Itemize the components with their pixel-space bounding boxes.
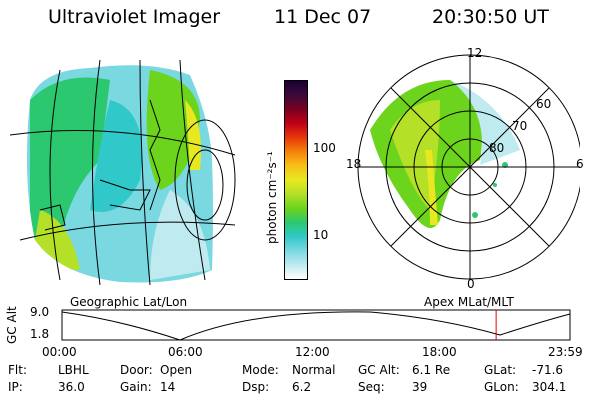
apex-mlat-tick-70: 70 [512, 119, 528, 133]
geographic-label: Geographic Lat/Lon [70, 295, 188, 309]
time-tick-23: 23:59 [548, 345, 583, 359]
info-value: 39 [412, 380, 428, 394]
info-value: 6.2 [292, 380, 312, 394]
time-tick-6: 06:00 [168, 345, 203, 359]
date-label: 11 Dec 07 [274, 6, 372, 28]
apex-mlt-tick-0: 0 [467, 277, 475, 291]
colorbar-tick-10: 10 [313, 228, 329, 242]
apex-mlt-tick-18: 18 [346, 157, 362, 171]
info-key: GLon: [484, 380, 519, 394]
geographic-image [9, 59, 236, 286]
info-key: Mode: [242, 363, 279, 377]
apex-mlat-tick-80: 80 [489, 141, 505, 155]
alt-tick-1.8: 1.8 [30, 327, 50, 341]
instrument-title: Ultraviolet Imager [48, 6, 221, 28]
info-key: Door: [120, 363, 153, 377]
apex-label: Apex MLat/MLT [424, 295, 514, 309]
info-value: 6.1 Re [412, 363, 451, 377]
info-key: Dsp: [242, 380, 270, 394]
alt-tick-9: 9.0 [30, 305, 50, 319]
info-key: Gain: [120, 380, 152, 394]
colorbar-tick-100: 100 [313, 141, 336, 155]
time-tick-18: 18:00 [422, 345, 457, 359]
info-value: 304.1 [532, 380, 567, 394]
info-value: 14 [160, 380, 176, 394]
time-label: 20:30:50 UT [432, 6, 549, 28]
info-key: IP: [8, 380, 23, 394]
apex-mlt-tick-6: 6 [576, 157, 584, 171]
altitude-timeline [61, 309, 571, 341]
colorbar [284, 80, 308, 280]
info-value: Normal [292, 363, 336, 377]
apex-polar-image [357, 54, 580, 280]
apex-mlat-tick-60: 60 [536, 97, 552, 111]
time-tick-0: 00:00 [42, 345, 77, 359]
info-key: GC Alt: [358, 363, 400, 377]
info-value: -71.6 [532, 363, 564, 377]
alt-axis-label: GC Alt [5, 306, 19, 344]
info-key: Flt: [8, 363, 27, 377]
info-value: Open [160, 363, 193, 377]
colorbar-label: photon cm⁻²s⁻¹ [265, 151, 279, 244]
info-value: LBHL [58, 363, 89, 377]
info-key: GLat: [484, 363, 517, 377]
info-value: 36.0 [58, 380, 85, 394]
time-tick-12: 12:00 [295, 345, 330, 359]
info-key: Seq: [358, 380, 385, 394]
apex-mlt-tick-12: 12 [467, 46, 483, 60]
